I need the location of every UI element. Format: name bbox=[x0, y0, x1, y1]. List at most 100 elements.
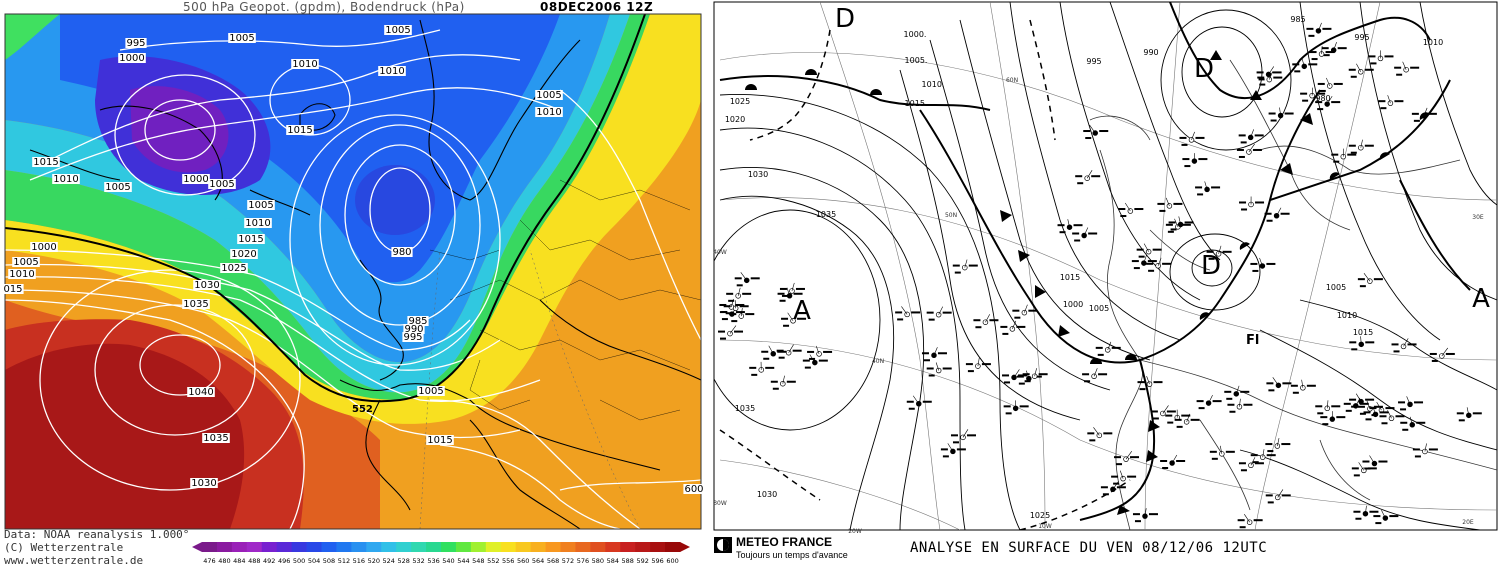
wind-barb bbox=[1333, 42, 1337, 51]
station-value-glyph bbox=[770, 380, 778, 383]
station-circle bbox=[1011, 374, 1017, 381]
station-value-glyph bbox=[1268, 112, 1276, 115]
grid-label: 60N bbox=[1006, 77, 1018, 84]
station-value-glyph bbox=[1331, 405, 1341, 408]
scale-swatch bbox=[202, 542, 218, 552]
station-value-glyph bbox=[1077, 182, 1084, 185]
station-value-glyph bbox=[1265, 443, 1273, 446]
station-value-glyph bbox=[1268, 389, 1275, 392]
station-value-glyph bbox=[1315, 405, 1323, 408]
scale-label: 476 bbox=[203, 557, 215, 565]
station-value-glyph bbox=[1320, 416, 1328, 419]
station-value-glyph bbox=[1331, 101, 1341, 104]
station-circle bbox=[1066, 224, 1073, 230]
station-value-glyph bbox=[1333, 82, 1343, 85]
station-circle bbox=[1273, 212, 1280, 219]
scale-swatch bbox=[216, 542, 233, 552]
scale-swatch bbox=[620, 542, 636, 552]
wind-barb bbox=[1409, 416, 1413, 425]
station-value-glyph bbox=[1325, 51, 1335, 54]
scale-label: 532 bbox=[412, 557, 424, 565]
field-cyan bbox=[5, 14, 630, 393]
station-value-glyph bbox=[1211, 186, 1221, 189]
station-value-glyph bbox=[763, 357, 770, 360]
isobar-label: 1015 bbox=[427, 435, 452, 446]
station-value-glyph bbox=[942, 311, 952, 314]
wind-barb bbox=[1165, 197, 1170, 207]
graticule-right bbox=[719, 2, 1497, 530]
station-value-glyph bbox=[1413, 119, 1420, 122]
wind-barb bbox=[1326, 400, 1329, 409]
scale-label: 572 bbox=[562, 557, 574, 565]
station-value-glyph bbox=[1308, 34, 1315, 37]
isobar-label-bg bbox=[52, 174, 80, 184]
station-value-glyph bbox=[1359, 402, 1369, 405]
station-value-glyph bbox=[781, 294, 788, 297]
station-value-glyph bbox=[736, 284, 743, 287]
station-value-glyph bbox=[765, 366, 775, 369]
station-value-glyph bbox=[1359, 285, 1366, 288]
scale-label: 544 bbox=[457, 557, 469, 565]
wind-barb bbox=[1157, 257, 1162, 266]
station-value-glyph bbox=[1082, 373, 1090, 376]
station-value-glyph bbox=[1208, 257, 1215, 260]
wind-barb bbox=[1083, 227, 1089, 236]
isobar-label: 1035 bbox=[203, 433, 228, 444]
scale-swatch bbox=[590, 542, 606, 552]
wind-barb bbox=[729, 325, 737, 334]
station-value-glyph bbox=[1184, 165, 1191, 168]
station-value-glyph bbox=[1222, 250, 1232, 253]
station-value-glyph bbox=[1336, 416, 1346, 419]
low-pressure-marker: D bbox=[1201, 251, 1221, 281]
station-value-glyph bbox=[1367, 467, 1377, 470]
isobar-label-bg bbox=[286, 125, 314, 135]
wind-barb bbox=[985, 314, 990, 323]
station-value-glyph bbox=[1389, 515, 1399, 518]
wind-barb bbox=[1277, 437, 1280, 447]
station-value-glyph bbox=[1111, 346, 1121, 349]
wind-barb bbox=[1143, 254, 1147, 264]
station-value-glyph bbox=[895, 311, 903, 314]
wind-barb bbox=[1360, 139, 1363, 148]
wind-barb bbox=[1365, 505, 1367, 514]
color-scale-legend: 476 480 484 488 492 496 500 504 508 512 516 520 524 5… bbox=[192, 542, 690, 565]
isobar-label-bg bbox=[417, 386, 445, 396]
station-value-glyph bbox=[772, 387, 779, 390]
station-value-glyph bbox=[734, 330, 744, 333]
station-value-glyph bbox=[1038, 373, 1048, 376]
station-value-glyph bbox=[719, 303, 727, 306]
station-value-glyph bbox=[1267, 501, 1274, 504]
station-value-glyph bbox=[1072, 232, 1080, 235]
wind-barb bbox=[1372, 406, 1376, 415]
station-value-glyph bbox=[1458, 419, 1465, 422]
station-value-glyph bbox=[950, 434, 958, 437]
station-value-glyph bbox=[1317, 412, 1324, 415]
station-value-glyph bbox=[1073, 224, 1083, 227]
station-value-glyph bbox=[792, 349, 802, 352]
isobars bbox=[5, 29, 701, 529]
station-value-glyph bbox=[1133, 267, 1140, 270]
scale-swatch bbox=[455, 542, 472, 552]
station-value-glyph bbox=[1238, 134, 1246, 137]
isobar-label-bg bbox=[237, 234, 265, 244]
isobar-label-right: 1000. bbox=[904, 30, 927, 39]
wind-barb bbox=[788, 344, 794, 353]
isobar-label-bg bbox=[202, 433, 230, 443]
wind-barb bbox=[791, 282, 795, 292]
station-circle bbox=[1204, 186, 1210, 193]
station-value-glyph bbox=[1414, 401, 1424, 404]
station-value-glyph bbox=[1152, 417, 1159, 420]
isobar-label-bg bbox=[12, 257, 40, 267]
meteo-france-logo-icon bbox=[714, 537, 732, 553]
station-value-glyph bbox=[777, 350, 787, 353]
station-value-glyph bbox=[1381, 422, 1388, 425]
station-value-glyph bbox=[1024, 380, 1031, 383]
wind-barb bbox=[1248, 143, 1255, 153]
scale-label: 524 bbox=[383, 557, 395, 565]
isobar-label: 1000 bbox=[31, 242, 56, 253]
station-value-glyph bbox=[776, 349, 784, 352]
station-value-glyph bbox=[739, 305, 749, 308]
station-value-glyph bbox=[1349, 341, 1357, 344]
wind-barb bbox=[1277, 489, 1284, 498]
station-value-glyph bbox=[1302, 99, 1309, 102]
